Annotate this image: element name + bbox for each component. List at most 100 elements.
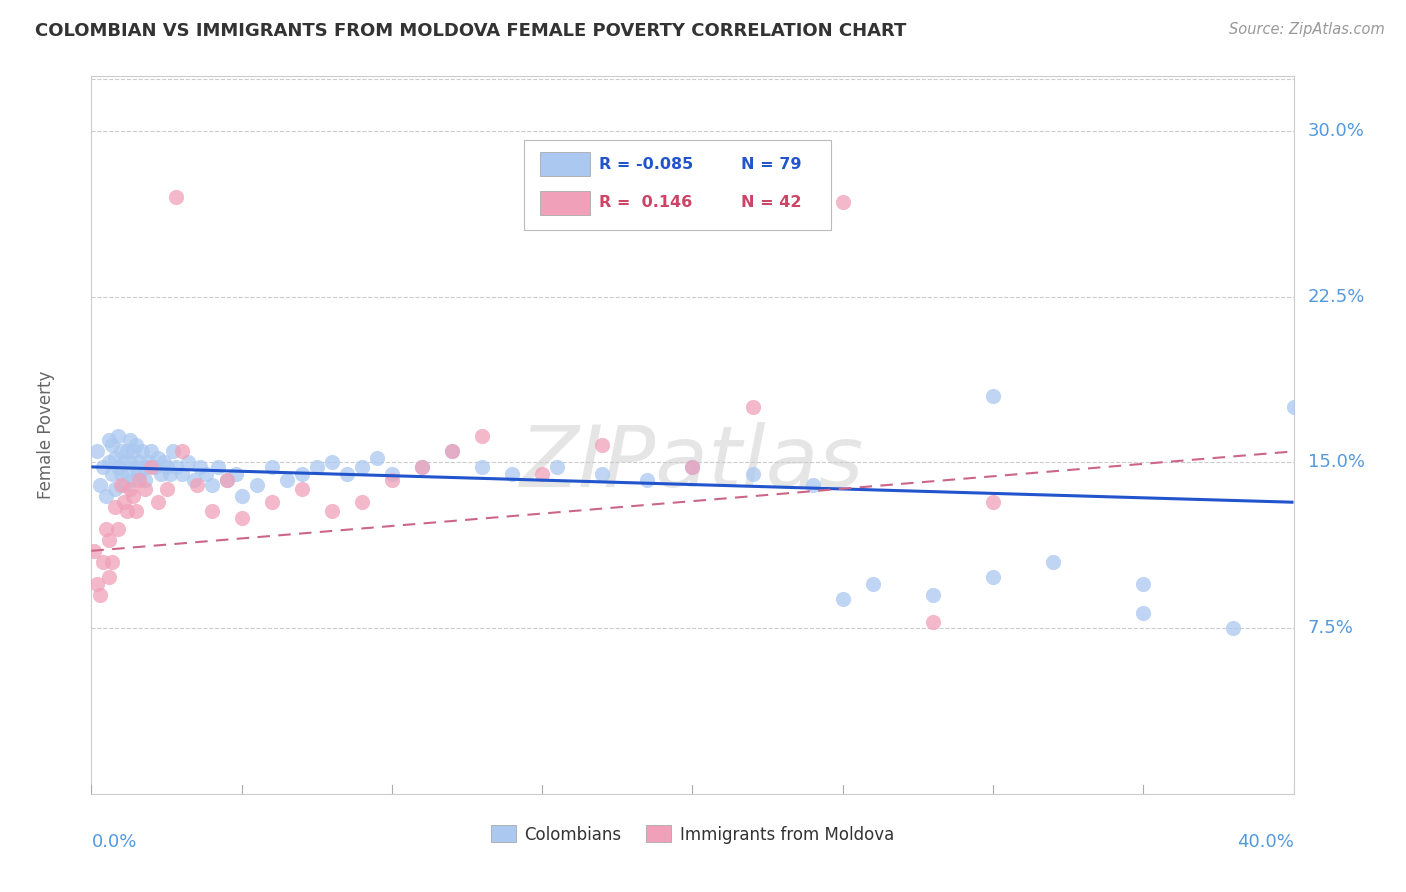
Point — [83, 544, 105, 558]
Text: Source: ZipAtlas.com: Source: ZipAtlas.com — [1229, 22, 1385, 37]
Point — [134, 473, 156, 487]
Point — [366, 451, 388, 466]
Point — [98, 570, 121, 584]
Point — [138, 455, 160, 469]
Point — [215, 473, 238, 487]
Point — [321, 504, 343, 518]
Point — [114, 477, 136, 491]
Point — [194, 467, 217, 481]
Point — [114, 495, 136, 509]
Point — [125, 438, 148, 452]
Point — [98, 533, 121, 547]
Text: Female Poverty: Female Poverty — [37, 371, 55, 499]
Text: 30.0%: 30.0% — [1308, 122, 1365, 140]
FancyBboxPatch shape — [540, 152, 591, 177]
Point — [291, 482, 314, 496]
Point — [246, 477, 269, 491]
Legend: Colombians, Immigrants from Moldova: Colombians, Immigrants from Moldova — [484, 819, 901, 850]
Point — [120, 482, 142, 496]
Point — [188, 459, 211, 474]
Point — [176, 455, 198, 469]
Point — [149, 467, 172, 481]
Point — [128, 467, 150, 481]
Point — [101, 438, 124, 452]
Point — [120, 434, 142, 448]
Point — [104, 451, 127, 466]
Point — [260, 459, 283, 474]
Point — [591, 467, 613, 481]
Point — [89, 588, 111, 602]
Point — [170, 444, 193, 458]
Point — [636, 473, 658, 487]
Point — [120, 455, 142, 469]
Point — [201, 477, 224, 491]
Point — [981, 570, 1004, 584]
Point — [1222, 621, 1244, 635]
Point — [225, 467, 247, 481]
Text: R = -0.085: R = -0.085 — [599, 157, 693, 171]
Text: 40.0%: 40.0% — [1237, 833, 1294, 851]
Point — [128, 473, 150, 487]
Point — [155, 459, 177, 474]
Point — [155, 482, 177, 496]
Point — [215, 473, 238, 487]
Point — [122, 473, 145, 487]
Point — [440, 444, 463, 458]
Text: N = 42: N = 42 — [741, 195, 801, 211]
Point — [681, 459, 703, 474]
Point — [546, 459, 568, 474]
Point — [134, 459, 156, 474]
Point — [350, 459, 373, 474]
Point — [831, 592, 853, 607]
Point — [201, 504, 224, 518]
Point — [922, 615, 945, 629]
Point — [922, 588, 945, 602]
Point — [146, 495, 169, 509]
Point — [981, 389, 1004, 403]
Point — [96, 522, 118, 536]
FancyBboxPatch shape — [524, 140, 831, 230]
Point — [186, 477, 208, 491]
Point — [741, 401, 763, 415]
Point — [350, 495, 373, 509]
Point — [110, 467, 132, 481]
Point — [1042, 555, 1064, 569]
FancyBboxPatch shape — [540, 191, 591, 215]
Point — [114, 455, 136, 469]
Point — [741, 467, 763, 481]
Point — [101, 555, 124, 569]
Point — [125, 504, 148, 518]
Point — [170, 467, 193, 481]
Point — [471, 459, 494, 474]
Point — [801, 477, 824, 491]
Point — [411, 459, 433, 474]
Point — [305, 459, 328, 474]
Point — [152, 455, 174, 469]
Point — [207, 459, 229, 474]
Point — [104, 482, 127, 496]
Point — [165, 459, 187, 474]
Point — [591, 438, 613, 452]
Text: 0.0%: 0.0% — [91, 833, 136, 851]
Point — [146, 451, 169, 466]
Point — [862, 577, 884, 591]
Point — [125, 459, 148, 474]
Point — [117, 504, 139, 518]
Point — [1132, 606, 1154, 620]
Point — [162, 444, 184, 458]
Point — [141, 444, 163, 458]
Point — [98, 455, 121, 469]
Point — [321, 455, 343, 469]
Point — [531, 467, 554, 481]
Text: 7.5%: 7.5% — [1308, 619, 1354, 637]
Point — [86, 577, 108, 591]
Point — [471, 429, 494, 443]
Point — [381, 473, 404, 487]
Point — [276, 473, 298, 487]
Point — [336, 467, 359, 481]
Point — [501, 467, 523, 481]
Point — [134, 482, 156, 496]
Point — [681, 459, 703, 474]
Point — [110, 444, 132, 458]
Text: R =  0.146: R = 0.146 — [599, 195, 692, 211]
